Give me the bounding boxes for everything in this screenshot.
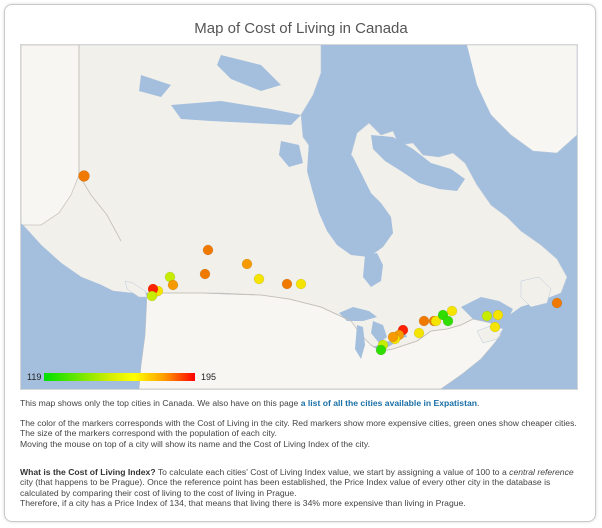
lake-huron bbox=[371, 321, 387, 343]
vancouver-island bbox=[124, 280, 148, 298]
city-marker[interactable] bbox=[489, 321, 501, 333]
intro-paragraph: This map shows only the top cities in Ca… bbox=[20, 398, 580, 408]
lake-superior bbox=[339, 307, 377, 321]
intro-text: This map shows only the top cities in Ca… bbox=[20, 398, 301, 408]
arctic-channel-1 bbox=[171, 101, 301, 125]
city-marker[interactable] bbox=[442, 315, 454, 327]
explanation-size: The size of the markers correspond with … bbox=[20, 428, 277, 439]
arctic-channel-2 bbox=[217, 55, 281, 91]
lake-michigan bbox=[355, 325, 365, 359]
page-title: Map of Cost of Living in Canada bbox=[194, 20, 408, 37]
city-marker[interactable] bbox=[146, 290, 158, 302]
city-marker[interactable] bbox=[167, 279, 179, 291]
legend-max-label: 195 bbox=[201, 372, 217, 382]
question-text-1: To calculate each cities' Cost of Living… bbox=[155, 467, 510, 477]
city-marker[interactable] bbox=[430, 315, 442, 327]
pacific-coast bbox=[21, 223, 147, 389]
city-marker[interactable] bbox=[202, 244, 214, 256]
city-marker[interactable] bbox=[418, 315, 430, 327]
gulf-of-boothia bbox=[279, 141, 303, 167]
city-marker[interactable] bbox=[413, 327, 425, 339]
explanation-hover: Moving the mouse on top of a city will s… bbox=[20, 438, 370, 449]
question-emphasis: central reference bbox=[509, 467, 574, 477]
canada-map[interactable] bbox=[21, 45, 577, 389]
city-marker[interactable] bbox=[446, 305, 458, 317]
all-cities-link[interactable]: a list of all the cities available in Ex… bbox=[300, 398, 477, 408]
newfoundland bbox=[520, 276, 552, 308]
explanation-paragraph: The color of the markers corresponds wit… bbox=[20, 418, 580, 449]
legend-color-scale bbox=[44, 373, 195, 381]
question-text-2: city (that happens to be Prague). Once t… bbox=[20, 477, 551, 498]
city-markers[interactable] bbox=[78, 170, 563, 356]
map-area[interactable]: 119 195 bbox=[20, 44, 578, 390]
city-marker[interactable] bbox=[199, 268, 211, 280]
explanation-color: The color of the markers corresponds wit… bbox=[20, 418, 577, 428]
question-heading: What is the Cost of Living Index? bbox=[20, 467, 156, 477]
city-marker[interactable] bbox=[281, 278, 293, 290]
arctic-channel-3 bbox=[139, 75, 171, 97]
city-marker[interactable] bbox=[78, 170, 90, 182]
atlantic-ocean bbox=[441, 291, 577, 389]
arctic-channel-4 bbox=[321, 75, 357, 115]
city-marker[interactable] bbox=[492, 309, 504, 321]
map-card: Map of Cost of Living in Canada bbox=[4, 4, 596, 522]
baffin-bay bbox=[421, 45, 509, 149]
intro-end: . bbox=[476, 398, 480, 408]
city-marker[interactable] bbox=[253, 273, 265, 285]
hudson-strait bbox=[371, 135, 465, 191]
city-marker[interactable] bbox=[295, 278, 307, 290]
james-bay bbox=[363, 253, 383, 287]
city-marker[interactable] bbox=[375, 344, 387, 356]
question-paragraph: What is the Cost of Living Index? To cal… bbox=[20, 467, 580, 509]
question-example: Therefore, if a city has a Price Index o… bbox=[20, 498, 466, 509]
hudson-bay bbox=[307, 133, 393, 257]
legend-min-label: 119 bbox=[27, 372, 42, 382]
city-marker[interactable] bbox=[241, 258, 253, 270]
city-marker[interactable] bbox=[481, 310, 493, 322]
alaska-border bbox=[78, 45, 122, 242]
city-marker[interactable] bbox=[387, 331, 399, 343]
city-marker[interactable] bbox=[551, 297, 563, 309]
